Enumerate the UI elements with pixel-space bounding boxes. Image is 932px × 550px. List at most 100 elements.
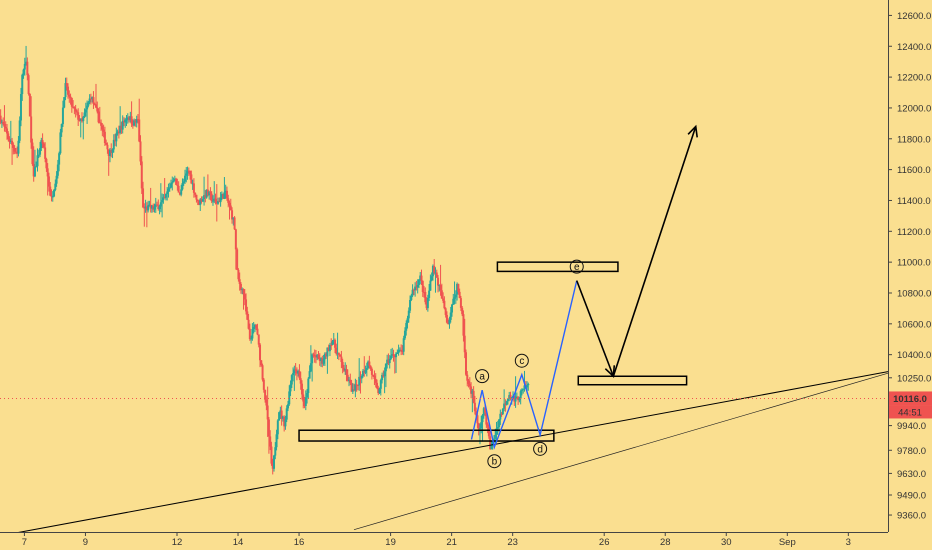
candle-body	[101, 125, 104, 130]
candle-body	[14, 151, 17, 153]
candle-body	[313, 355, 316, 357]
candle-body	[370, 368, 373, 375]
candle-body	[143, 207, 146, 209]
candle-body	[225, 190, 228, 199]
projection-up-arrow-head	[687, 124, 698, 138]
candle-body	[519, 391, 522, 399]
candle-body	[195, 194, 198, 200]
candle-body	[245, 299, 248, 312]
candle-body	[56, 164, 59, 176]
support-box[interactable]	[298, 429, 555, 442]
candle-body	[463, 335, 466, 353]
candle-body	[30, 116, 33, 143]
candle-body	[31, 142, 34, 165]
candle-body	[105, 142, 108, 145]
candle-body	[302, 394, 305, 402]
candle-body	[44, 147, 47, 159]
candle-body	[107, 149, 110, 156]
candle-body	[298, 370, 301, 379]
candle-body	[25, 61, 28, 64]
candle-body	[135, 119, 138, 123]
candle-body	[190, 174, 193, 184]
candle-body	[77, 112, 80, 120]
candle-body	[485, 412, 488, 425]
candle-body	[199, 199, 202, 205]
candle-body	[91, 97, 94, 100]
wave-marker-c	[514, 353, 529, 368]
candle-body	[126, 117, 129, 120]
candle-body	[286, 404, 289, 409]
candle-body	[391, 354, 394, 356]
candle-body	[290, 375, 293, 385]
candle-body	[21, 74, 24, 95]
candle-body	[520, 389, 523, 392]
candle-body	[424, 292, 427, 303]
candle-body	[23, 63, 26, 70]
candle-body	[242, 289, 245, 295]
candle-body	[0, 115, 2, 123]
candle-body	[131, 123, 134, 126]
candle-body	[344, 369, 347, 371]
candle-body	[328, 344, 331, 352]
candle-body	[467, 380, 470, 384]
candle-body	[514, 396, 517, 402]
candle-body	[284, 419, 287, 427]
candle-body	[171, 182, 174, 184]
candle-body	[176, 184, 179, 186]
candle-body	[273, 455, 276, 469]
candle-body	[500, 413, 503, 415]
candle-body	[102, 129, 105, 132]
candle-body	[13, 147, 16, 152]
candle-body	[414, 286, 417, 291]
projection-up-arrow[interactable]	[612, 126, 697, 377]
last-price-tag-background	[889, 391, 932, 406]
candle-body	[398, 349, 401, 351]
candle-body	[299, 378, 302, 384]
candle-body	[496, 427, 499, 429]
candle-body	[304, 397, 307, 407]
candle-body	[49, 186, 52, 196]
candle-body	[309, 363, 312, 372]
candle-body	[276, 420, 279, 435]
candle-body	[440, 290, 443, 299]
candle-body	[444, 308, 447, 315]
candle-body	[111, 149, 114, 153]
price-axis[interactable]: 9360.09490.09630.09780.09940.010100.0102…	[888, 0, 932, 550]
lower-trendline[interactable]	[353, 372, 889, 531]
candle-body	[0, 121, 3, 123]
time-tick-label: 14	[233, 537, 244, 548]
candle-body	[191, 183, 194, 185]
time-tick-label: 23	[507, 537, 518, 548]
projection-down-arrow[interactable]	[575, 280, 615, 377]
candle-body	[93, 103, 96, 105]
candle-body	[180, 189, 183, 195]
time-axis[interactable]: 7 9 12 14 16 19 21 23 26 28 30 Sep 3	[0, 532, 932, 550]
target-box[interactable]	[577, 375, 688, 386]
candle-body	[220, 194, 223, 198]
main-trendline[interactable]	[0, 371, 889, 537]
candle-body	[219, 197, 222, 203]
candle-body	[457, 283, 460, 292]
price-tick-label: 11800.0	[897, 134, 931, 145]
candle-body	[306, 393, 309, 398]
candle-body	[311, 354, 314, 364]
candle-body	[439, 285, 442, 291]
candle-body	[73, 106, 76, 109]
candle-body	[17, 140, 20, 154]
candle-body	[364, 370, 367, 373]
candle-body	[407, 310, 410, 319]
candle-body	[157, 205, 160, 210]
candle-body	[285, 408, 288, 420]
candle-body	[189, 170, 192, 175]
candle-body	[451, 304, 454, 313]
time-axis-background	[0, 532, 932, 550]
candle-body	[332, 339, 335, 342]
candle-body	[513, 395, 516, 402]
candle-body	[260, 360, 263, 366]
candle-body	[415, 286, 418, 288]
candle-body	[196, 199, 199, 202]
resistance-box[interactable]	[496, 261, 619, 273]
candle-body	[8, 139, 11, 143]
candle-body	[86, 105, 89, 110]
